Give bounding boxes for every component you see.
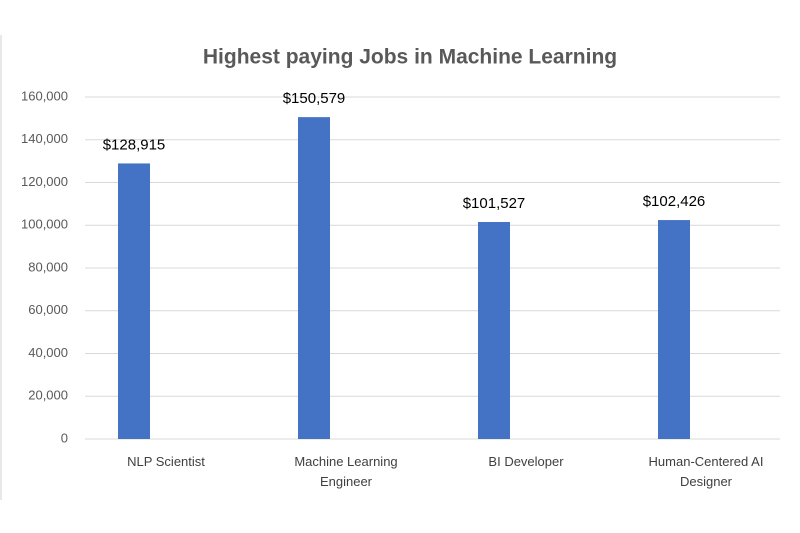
value-label: $128,915 <box>103 136 166 153</box>
x-tick-label: Machine Learning Engineer <box>294 454 398 489</box>
y-tick-label: 160,000 <box>21 88 68 103</box>
y-tick-label: 40,000 <box>28 345 68 360</box>
y-tick-label: 60,000 <box>28 302 68 317</box>
value-label: $102,426 <box>643 193 706 210</box>
x-tick-label: Human-Centered AI Designer <box>648 454 764 489</box>
bar <box>118 163 150 439</box>
bar <box>298 117 330 439</box>
bar <box>478 221 510 439</box>
y-tick-label: 20,000 <box>28 388 68 403</box>
y-tick-label: 80,000 <box>28 259 68 274</box>
value-label: $150,579 <box>283 90 346 107</box>
x-tick-label: NLP Scientist <box>127 454 205 469</box>
bar <box>658 220 690 439</box>
value-label: $101,527 <box>463 195 526 212</box>
y-tick-label: 140,000 <box>21 131 68 146</box>
chart-title: Highest paying Jobs in Machine Learning <box>203 46 617 69</box>
y-tick-label: 100,000 <box>21 217 68 232</box>
y-tick-label: 0 <box>61 430 68 445</box>
x-tick-label: BI Developer <box>488 454 564 469</box>
y-tick-label: 120,000 <box>21 174 68 189</box>
